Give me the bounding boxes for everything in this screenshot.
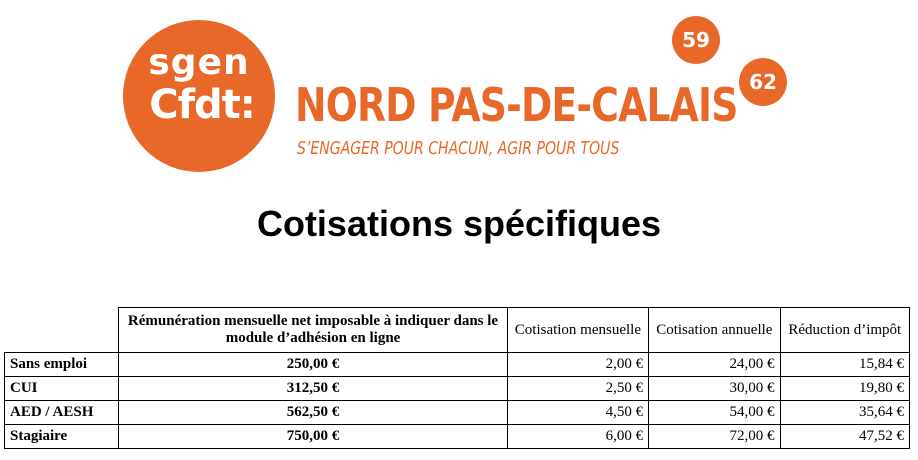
logo-cfdt-text: Cfdt:: [149, 82, 256, 128]
row-label: CUI: [3, 376, 120, 401]
region-title: NORD PAS-DE-CALAIS: [295, 78, 738, 132]
row-cotisation-mensuelle: 2,00 €: [506, 352, 650, 377]
header-empty-cell: [4, 307, 120, 353]
table-header-row: Rémunération mensuelle net imposable à i…: [4, 307, 911, 353]
dept-badge-62: 62: [739, 58, 787, 106]
row-reduction-impot: 35,64 €: [779, 400, 911, 425]
header-remuneration: Rémunération mensuelle net imposable à i…: [118, 307, 508, 353]
table-row: Sans emploi 250,00 € 2,00 € 24,00 € 15,8…: [3, 352, 911, 377]
row-reduction-impot: 19,80 €: [779, 376, 911, 401]
row-reduction-impot: 47,52 €: [779, 424, 911, 449]
region-slogan: S’ENGAGER POUR CHACUN, AGIR POUR TOUS: [297, 138, 620, 159]
row-label: Sans emploi: [3, 352, 120, 377]
row-cotisation-annuelle: 30,00 €: [648, 376, 781, 401]
row-remuneration: 312,50 €: [118, 376, 508, 401]
logo-sgen-text: sgen: [148, 42, 250, 83]
row-remuneration: 750,00 €: [118, 424, 508, 449]
header-cotisation-mensuelle: Cotisation mensuelle: [506, 307, 650, 353]
row-reduction-impot: 15,84 €: [779, 352, 911, 377]
row-cotisation-mensuelle: 4,50 €: [506, 400, 650, 425]
row-cotisation-annuelle: 24,00 €: [648, 352, 781, 377]
cotisations-table: Rémunération mensuelle net imposable à i…: [3, 307, 911, 449]
row-label: Stagiaire: [3, 424, 120, 449]
row-cotisation-mensuelle: 2,50 €: [506, 376, 650, 401]
row-label: AED / AESH: [3, 400, 120, 425]
header-cotisation-annuelle: Cotisation annuelle: [648, 307, 781, 353]
page-title: Cotisations spécifiques: [256, 203, 662, 244]
row-cotisation-mensuelle: 6,00 €: [506, 424, 650, 449]
table-row: Stagiaire 750,00 € 6,00 € 72,00 € 47,52 …: [3, 424, 911, 449]
table-row: AED / AESH 562,50 € 4,50 € 54,00 € 35,64…: [3, 400, 911, 425]
header-reduction-impot: Réduction d’impôt: [779, 307, 911, 353]
sgen-cfdt-logo: sgen Cfdt:: [123, 20, 275, 172]
row-remuneration: 562,50 €: [118, 400, 508, 425]
row-remuneration: 250,00 €: [118, 352, 508, 377]
table-row: CUI 312,50 € 2,50 € 30,00 € 19,80 €: [3, 376, 911, 401]
row-cotisation-annuelle: 54,00 €: [648, 400, 781, 425]
dept-badge-59: 59: [672, 16, 720, 64]
row-cotisation-annuelle: 72,00 €: [648, 424, 781, 449]
